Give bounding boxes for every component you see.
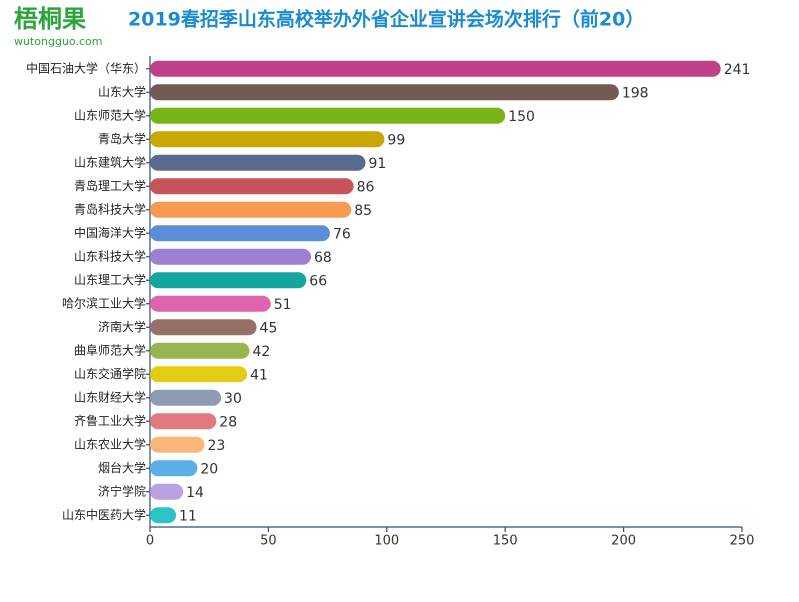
y-tick-label: 山东农业大学 [74,436,146,451]
x-tick-label: 150 [493,534,518,549]
value-label: 11 [179,508,197,524]
value-label: 150 [508,109,535,125]
value-label: 28 [219,414,237,430]
bar [150,84,619,101]
bar [150,507,177,524]
y-tick-label: 青岛理工大学 [74,178,146,193]
value-label: 23 [207,438,225,454]
bar [150,436,205,453]
value-label: 41 [250,367,268,383]
x-tick-label: 250 [730,534,755,549]
bar [150,178,354,195]
bar [150,295,271,312]
bar [150,389,222,406]
bar [150,131,385,148]
y-tick-label: 中国石油大学（华东） [26,60,146,75]
y-tick-label: 曲阜师范大学 [74,342,146,357]
logo-url: wutongguo.com [14,35,102,48]
bar [150,201,352,218]
value-label: 66 [309,273,327,289]
y-tick-label: 山东大学 [98,84,146,99]
bar [150,107,506,124]
bar [150,342,250,359]
y-tick-label: 山东建筑大学 [74,154,146,169]
logo-name: 梧桐果 [14,5,86,33]
y-tick-label: 济宁学院 [98,483,146,498]
value-label: 68 [314,250,332,266]
bar [150,319,257,336]
value-label: 76 [333,226,351,242]
y-tick-label: 青岛科技大学 [74,201,146,216]
value-label: 14 [186,485,204,501]
bar [150,248,312,265]
y-tick-label: 济南大学 [98,319,146,334]
y-tick-label: 山东师范大学 [74,107,146,122]
y-tick-label: 青岛大学 [98,131,146,146]
y-tick-label: 山东交通学院 [74,366,146,381]
value-label: 91 [368,156,386,172]
x-tick-label: 0 [146,534,154,549]
y-tick-label: 哈尔滨工业大学 [62,295,146,310]
y-tick-label: 山东理工大学 [74,272,146,287]
bar [150,366,248,383]
value-label: 86 [357,179,375,195]
bar [150,460,198,477]
bar [150,483,184,500]
bar [150,154,366,171]
value-label: 241 [724,62,751,78]
y-tick-label: 烟台大学 [98,460,146,475]
value-label: 99 [387,132,405,148]
bar [150,225,330,242]
x-tick-label: 200 [611,534,636,549]
bar [150,60,721,77]
chart-title: 2019春招季山东高校举办外省企业宣讲会场次排行（前20） [128,8,644,31]
y-tick-label: 山东中医药大学 [62,507,146,522]
y-tick-label: 山东科技大学 [74,248,146,263]
bar [150,413,217,430]
value-label: 20 [200,461,218,477]
y-tick-label: 中国海洋大学 [74,225,146,240]
x-tick-label: 100 [374,534,399,549]
value-label: 51 [274,297,292,313]
value-label: 198 [622,85,649,101]
y-tick-label: 山东财经大学 [74,389,146,404]
value-label: 85 [354,203,372,219]
value-label: 42 [252,344,270,360]
value-label: 45 [260,320,278,336]
value-label: 30 [224,391,242,407]
bar [150,272,307,289]
y-tick-label: 齐鲁工业大学 [74,413,146,428]
x-tick-label: 50 [260,534,277,549]
